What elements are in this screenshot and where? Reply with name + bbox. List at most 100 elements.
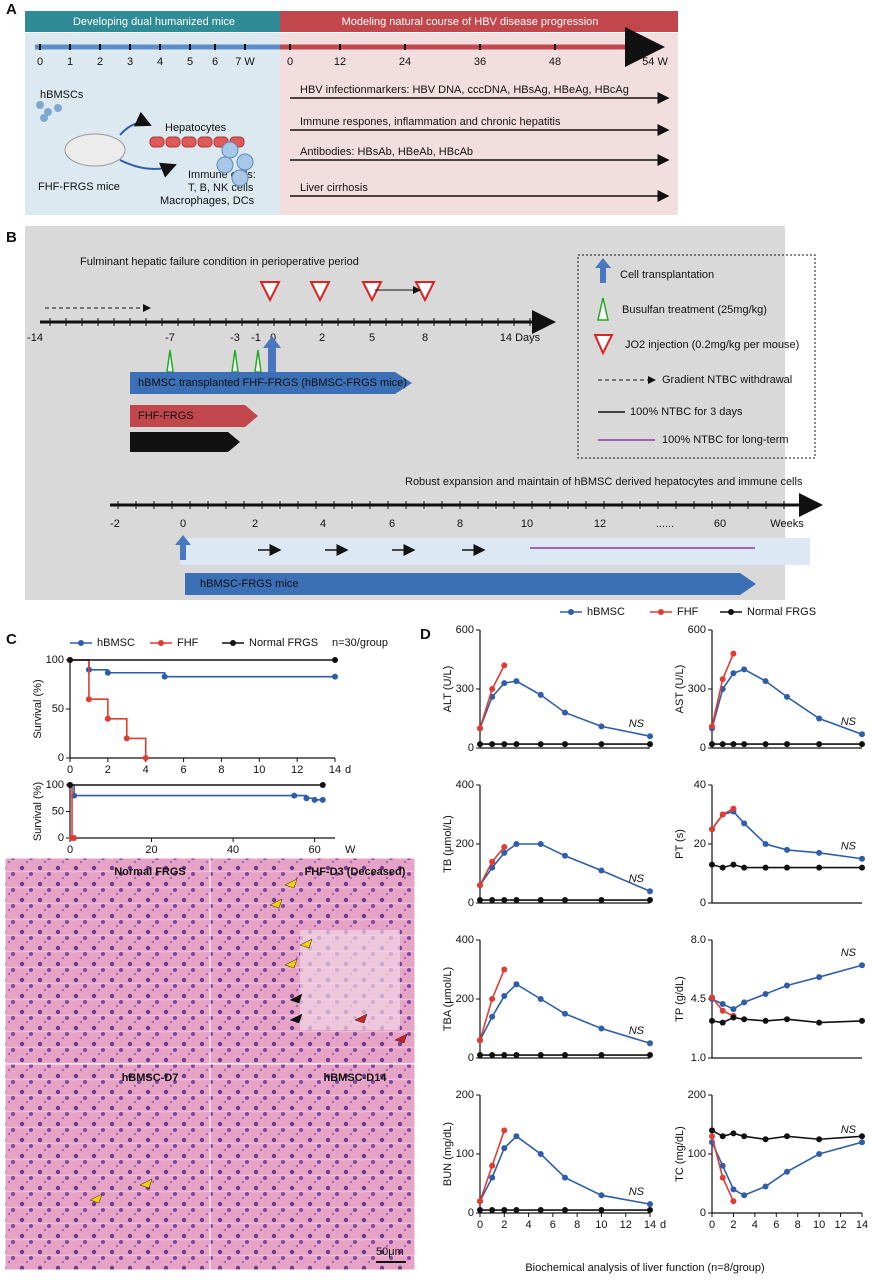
caption: Biochemical analysis of liver function (…	[525, 1262, 764, 1274]
x-tick-label: 0	[67, 844, 73, 856]
y-axis-label: BUN (mg/dL)	[442, 1122, 454, 1186]
y-tick-label: 50	[52, 703, 64, 715]
image-label: hBMSC-D7	[122, 1072, 179, 1084]
flow-arrow	[119, 111, 152, 136]
legend-label: Cell transplantation	[620, 269, 714, 281]
data-point	[859, 864, 865, 871]
data-point	[537, 691, 544, 698]
condition-label: Fulminant hepatic failure condition in p…	[80, 256, 359, 268]
x-tick-label: 4	[143, 764, 149, 776]
panel-label: B	[6, 229, 17, 246]
timeline-tick-label: -3	[230, 332, 240, 344]
data-point	[489, 897, 496, 904]
timeline-tick-label: ......	[656, 518, 674, 530]
series-line	[479, 983, 651, 1045]
legend-label: hBMSC	[587, 606, 625, 618]
y-axis-label: TB (μmol/L)	[442, 815, 454, 873]
data-point	[741, 1016, 748, 1023]
data-point	[709, 861, 715, 868]
legend-note: n=30/group	[332, 637, 388, 649]
y-tick-label: 20	[694, 838, 706, 850]
data-point	[501, 680, 508, 687]
data-point	[501, 897, 508, 904]
data-point	[816, 1136, 823, 1143]
data-point	[489, 996, 496, 1002]
y-tick-label: 100	[688, 1148, 706, 1160]
timeline-tick-label: Weeks	[770, 518, 804, 530]
series-line	[479, 1135, 651, 1205]
data-point	[741, 741, 748, 748]
x-tick-label: 14	[644, 1219, 656, 1231]
data-point	[501, 843, 508, 850]
timeline-tick-label: 4	[157, 56, 163, 68]
data-point	[730, 1198, 737, 1205]
data-point	[719, 1174, 726, 1181]
data-point	[598, 1052, 605, 1059]
data-point	[332, 657, 338, 663]
group-label: Normal FRGS	[138, 436, 207, 448]
timeline-tick-label: 12	[334, 56, 346, 68]
x-tick-label: 6	[181, 764, 187, 776]
hepatocyte	[149, 136, 165, 148]
data-point	[816, 864, 823, 871]
x-tick-label: 40	[227, 844, 239, 856]
x-tick-label: 60	[308, 844, 320, 856]
timeline-tick-label: 2	[319, 332, 325, 344]
data-point	[762, 841, 769, 847]
group-bar-1	[130, 372, 412, 394]
timeline-tick-label: -1	[251, 332, 261, 344]
histology-image	[4, 1063, 211, 1271]
timeline-tick-label: 4	[320, 518, 326, 530]
x-tick-label: 0	[709, 1219, 715, 1231]
data-point	[709, 1133, 715, 1140]
data-point	[537, 1151, 544, 1157]
readout-label: Immune respones, inflammation and chroni…	[300, 116, 561, 128]
data-point	[489, 1162, 496, 1169]
data-point	[489, 1174, 496, 1181]
axis	[711, 630, 862, 749]
y-tick-label: 200	[456, 1089, 474, 1101]
pointer-arrow	[289, 1013, 303, 1024]
readout-label: Antibodies: HBsAb, HBeAb, HBcAb	[300, 146, 473, 158]
group-label: FHF-FRGS	[138, 410, 194, 422]
timeline-tick-label: 12	[594, 518, 606, 530]
x-tick-label: 8	[795, 1219, 801, 1231]
series-line	[711, 668, 863, 735]
data-point	[784, 741, 790, 748]
data-point	[104, 715, 111, 722]
data-point	[562, 1174, 568, 1181]
timeline-tick-label: 24	[399, 56, 411, 68]
data-point	[562, 852, 568, 859]
data-point	[647, 1040, 653, 1047]
timeline-tick-label: 2	[252, 518, 258, 530]
timeline-tick-label: 0	[287, 56, 293, 68]
jo2-marker	[309, 281, 331, 303]
data-point	[489, 686, 496, 692]
jo2-marker	[361, 281, 383, 303]
data-point	[741, 666, 748, 673]
cell-label: Hepatocytes	[165, 122, 227, 134]
data-point	[537, 741, 544, 748]
panel-label: D	[420, 626, 431, 643]
data-point	[647, 1207, 653, 1214]
legend-dot	[658, 609, 664, 615]
x-tick-label: 4	[752, 1219, 758, 1231]
timeline-tick-label: 6	[389, 518, 395, 530]
data-point	[647, 733, 653, 740]
legend-label: FHF	[177, 637, 199, 649]
data-point	[489, 1052, 496, 1059]
data-point	[477, 741, 483, 748]
data-point	[816, 974, 823, 981]
x-tick-label: 12	[834, 1219, 846, 1231]
data-point	[859, 962, 865, 969]
transplant-marker	[263, 336, 281, 372]
y-tick-label: 0	[468, 1207, 474, 1219]
x-tick-label: 20	[145, 844, 157, 856]
data-point	[762, 1183, 769, 1190]
data-point	[562, 1052, 568, 1059]
pointer-arrow	[139, 1178, 153, 1189]
data-point	[513, 1052, 520, 1059]
pointer-arrow	[354, 1013, 368, 1024]
timeline-tick-label: 48	[549, 56, 561, 68]
